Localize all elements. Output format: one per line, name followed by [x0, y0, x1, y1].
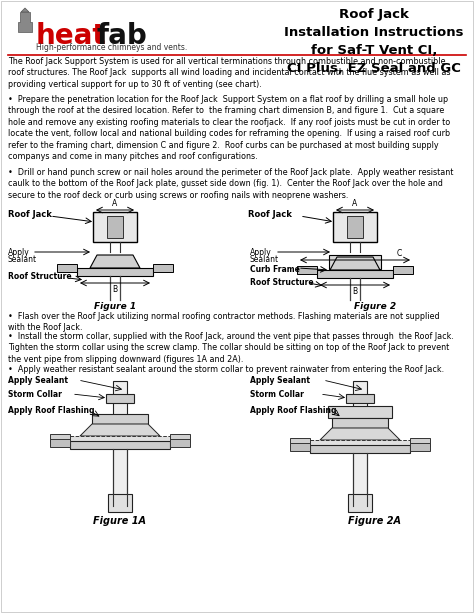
Bar — [93, 212, 137, 242]
Bar — [57, 264, 77, 272]
Bar — [50, 434, 70, 442]
Bar — [70, 436, 170, 444]
Bar — [92, 414, 148, 424]
Text: B: B — [353, 287, 357, 296]
Bar — [153, 264, 173, 272]
Text: Storm Collar: Storm Collar — [8, 390, 62, 399]
Polygon shape — [18, 12, 32, 32]
Text: Apply Sealant: Apply Sealant — [250, 376, 310, 385]
Polygon shape — [21, 8, 29, 12]
Text: fab: fab — [97, 22, 148, 50]
Text: Apply: Apply — [250, 248, 272, 257]
Bar — [170, 434, 190, 442]
Text: Curb Frame: Curb Frame — [250, 265, 300, 274]
Text: Roof Jack: Roof Jack — [248, 210, 292, 219]
Bar — [77, 268, 153, 276]
Polygon shape — [80, 424, 160, 436]
Bar — [107, 216, 123, 238]
Text: Roof Structure: Roof Structure — [8, 272, 72, 281]
Text: High-performance chimneys and vents.: High-performance chimneys and vents. — [36, 43, 187, 52]
Text: Roof Jack
Installation Instructions
for Saf-T Vent CI,
CI Plus, EZ Seal and GC: Roof Jack Installation Instructions for … — [284, 8, 464, 75]
Text: Storm Collar: Storm Collar — [250, 390, 304, 399]
Bar — [348, 494, 372, 512]
Text: A: A — [112, 199, 118, 208]
Bar — [113, 381, 127, 506]
Polygon shape — [90, 255, 140, 268]
Bar — [310, 445, 410, 453]
Text: C: C — [397, 249, 402, 258]
Text: Figure 1: Figure 1 — [94, 302, 136, 311]
Text: •  Drill or hand punch screw or nail holes around the perimeter of the Roof Jack: • Drill or hand punch screw or nail hole… — [8, 168, 453, 200]
Text: Roof Jack: Roof Jack — [8, 210, 52, 219]
Bar — [329, 255, 381, 269]
Bar — [170, 439, 190, 447]
Text: Figure 1A: Figure 1A — [93, 516, 146, 526]
Bar — [347, 216, 363, 238]
Text: Roof Structure: Roof Structure — [250, 278, 314, 287]
Bar — [106, 394, 134, 403]
Text: Apply Sealant: Apply Sealant — [8, 376, 68, 385]
Bar — [290, 438, 310, 446]
Text: The Roof Jack Support System is used for all vertical terminations through combu: The Roof Jack Support System is used for… — [8, 57, 450, 89]
Text: A: A — [352, 199, 357, 208]
Bar — [410, 443, 430, 451]
Text: Sealant: Sealant — [250, 255, 279, 264]
Bar — [353, 381, 367, 506]
Text: Apply Roof Flashing: Apply Roof Flashing — [250, 406, 337, 415]
Bar — [108, 494, 132, 512]
Bar — [50, 439, 70, 447]
Bar — [333, 212, 377, 242]
Polygon shape — [320, 428, 400, 440]
Bar — [332, 418, 388, 428]
Bar — [328, 406, 392, 418]
Bar — [317, 270, 393, 278]
Text: heat: heat — [36, 22, 107, 50]
Bar — [393, 266, 413, 274]
Text: •  Install the storm collar, supplied with the Roof Jack, around the vent pipe t: • Install the storm collar, supplied wit… — [8, 332, 454, 364]
Bar — [70, 441, 170, 449]
Text: B: B — [112, 285, 118, 294]
Text: •  Prepare the penetration location for the Roof Jack  Support System on a flat : • Prepare the penetration location for t… — [8, 95, 450, 161]
Text: Sealant: Sealant — [8, 255, 37, 264]
Bar — [346, 394, 374, 403]
Text: Figure 2A: Figure 2A — [348, 516, 401, 526]
Text: •  Apply weather resistant sealant around the storm collar to prevent rainwater : • Apply weather resistant sealant around… — [8, 365, 444, 374]
Bar — [410, 438, 430, 446]
Bar — [290, 443, 310, 451]
Text: Apply: Apply — [8, 248, 30, 257]
Text: Apply Roof Flashing: Apply Roof Flashing — [8, 406, 94, 415]
Text: •  Flash over the Roof Jack utilizing normal roofing contractor methods. Flashin: • Flash over the Roof Jack utilizing nor… — [8, 312, 439, 332]
Bar — [310, 440, 410, 448]
Polygon shape — [330, 257, 380, 270]
Bar — [297, 266, 317, 274]
Text: Figure 2: Figure 2 — [354, 302, 396, 311]
